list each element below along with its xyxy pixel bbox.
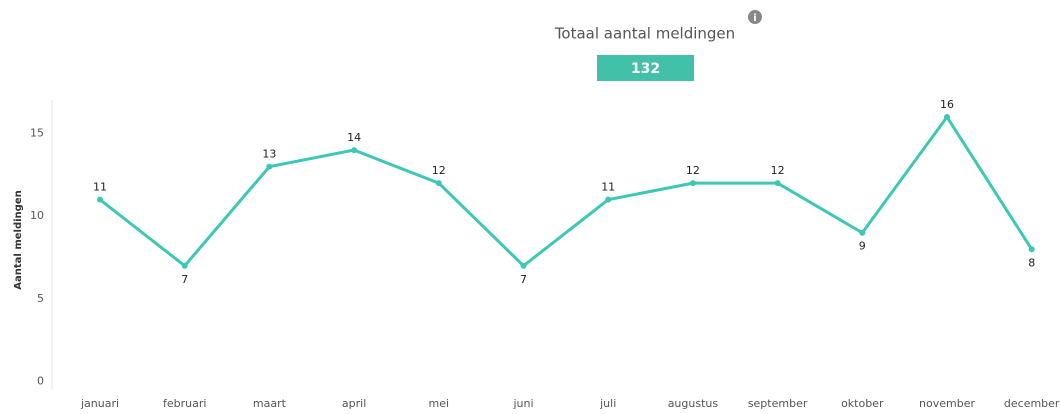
value-label: 11 — [93, 181, 107, 194]
point — [605, 196, 612, 203]
value-label: 16 — [940, 98, 954, 111]
x-tick-label: oktober — [841, 397, 884, 410]
y-tick-label: 15 — [30, 127, 44, 140]
value-label: 8 — [1028, 256, 1035, 269]
point — [435, 180, 442, 187]
x-tick-label: augustus — [668, 397, 719, 410]
value-label: 12 — [771, 164, 785, 177]
x-tick-label: april — [342, 397, 366, 410]
point — [520, 262, 527, 269]
x-tick-label: januari — [80, 397, 119, 410]
value-label: 7 — [181, 273, 188, 286]
kpi-box — [597, 55, 694, 81]
y-axis-label: Aantal meldingen — [13, 190, 24, 289]
value-label: 13 — [262, 148, 276, 161]
x-tick-label: februari — [163, 397, 206, 410]
x-tick-label: mei — [429, 397, 450, 410]
x-tick-label: juli — [599, 397, 616, 410]
value-label: 12 — [432, 164, 446, 177]
value-label: 14 — [347, 131, 361, 144]
x-tick-label: juni — [512, 397, 533, 410]
y-tick-label: 10 — [30, 209, 44, 222]
value-label: 9 — [859, 240, 866, 253]
x-tick-label: september — [748, 397, 808, 410]
point — [944, 114, 950, 121]
y-tick-label: 0 — [37, 375, 44, 388]
kpi-value: 132 — [631, 61, 660, 77]
value-label: 12 — [686, 164, 700, 177]
info-icon-glyph: i — [753, 13, 756, 24]
point — [97, 196, 103, 203]
info-icon[interactable] — [748, 10, 762, 24]
x-tick-label: maart — [253, 397, 287, 410]
kpi-title: Totaal aantal meldingen — [554, 25, 735, 43]
point — [774, 180, 781, 187]
point — [351, 147, 358, 154]
point — [181, 262, 188, 269]
x-tick-label: december — [1004, 397, 1060, 410]
point — [1028, 246, 1035, 253]
value-label: 11 — [601, 181, 615, 194]
point — [689, 180, 696, 187]
x-tick-label: november — [919, 397, 975, 410]
y-tick-label: 5 — [37, 292, 44, 305]
line — [99, 114, 1033, 268]
value-label: 7 — [520, 273, 527, 286]
point — [859, 229, 866, 236]
point — [266, 163, 273, 170]
